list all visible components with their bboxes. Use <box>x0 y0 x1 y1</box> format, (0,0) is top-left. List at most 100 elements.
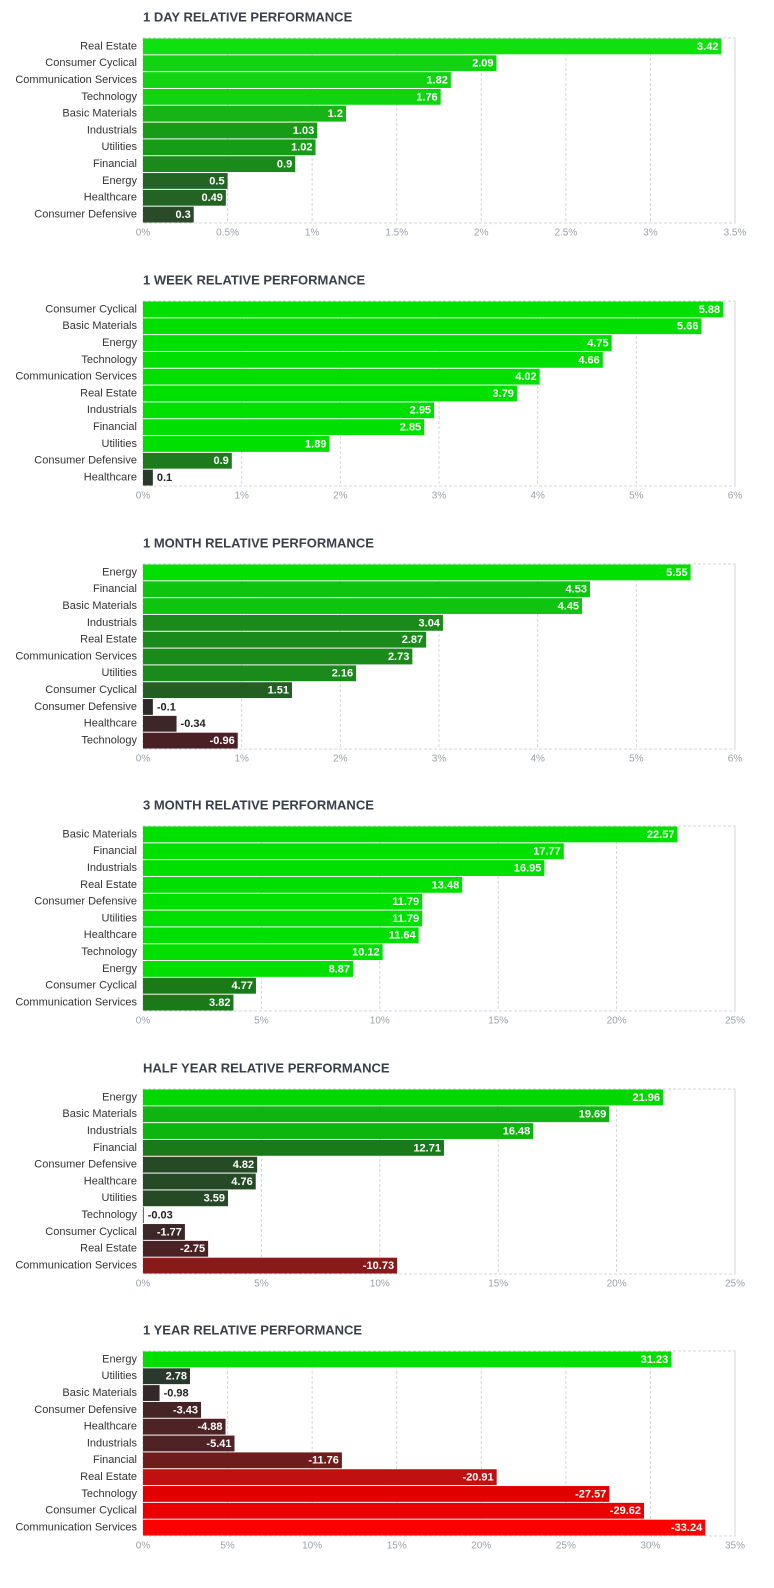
value-label: 11.79 <box>392 896 419 908</box>
x-tick-label: 0% <box>136 754 151 765</box>
category-label: Energy <box>102 175 137 187</box>
bar <box>143 351 603 368</box>
bar <box>143 189 226 206</box>
bar <box>143 682 292 699</box>
bar <box>143 1351 672 1368</box>
x-tick-label: 1% <box>234 754 249 765</box>
bar <box>143 843 564 860</box>
bar <box>143 1224 185 1240</box>
bar <box>143 452 232 469</box>
category-label: Energy <box>102 566 137 578</box>
value-label: 1.51 <box>268 685 289 697</box>
value-label: 2.87 <box>402 634 423 646</box>
x-tick-label: 2% <box>333 754 348 765</box>
bar <box>143 826 678 843</box>
category-label: Technology <box>81 946 137 958</box>
x-tick-label: 2% <box>333 491 348 502</box>
value-label: 8.87 <box>329 963 350 975</box>
bar <box>143 977 256 994</box>
bar <box>143 469 153 486</box>
category-label: Communication Services <box>15 1259 137 1271</box>
bar <box>143 1486 610 1502</box>
category-label: Financial <box>93 583 137 595</box>
x-tick-label: 6% <box>728 754 743 765</box>
category-label: Consumer Defensive <box>34 1404 137 1416</box>
category-label: Real Estate <box>80 387 137 399</box>
x-tick-label: 2.5% <box>554 228 577 239</box>
bar <box>143 1519 706 1536</box>
bar <box>143 55 497 72</box>
x-tick-label: 6% <box>728 491 743 502</box>
bar <box>143 1401 202 1418</box>
category-label: Consumer Cyclical <box>45 303 137 315</box>
category-label: Real Estate <box>80 1243 137 1255</box>
value-label: 1.76 <box>416 91 437 103</box>
x-tick-label: 3% <box>432 754 447 765</box>
category-label: Real Estate <box>80 40 137 52</box>
x-tick-label: 5% <box>629 491 644 502</box>
value-label: 3.79 <box>493 388 514 400</box>
value-label: 4.45 <box>558 600 579 612</box>
bar <box>143 860 545 876</box>
category-label: Financial <box>93 1454 137 1466</box>
value-label: -11.76 <box>308 1455 339 1467</box>
value-label: 3.82 <box>209 997 230 1009</box>
bar <box>143 1207 144 1224</box>
category-label: Consumer Defensive <box>34 896 137 908</box>
x-tick-label: 0.5% <box>216 228 239 239</box>
category-label: Financial <box>93 1142 137 1154</box>
category-label: Real Estate <box>80 1471 137 1483</box>
value-label: -0.96 <box>210 735 235 747</box>
bar <box>143 994 234 1011</box>
category-label: Consumer Cyclical <box>45 684 137 696</box>
bar <box>143 1257 398 1274</box>
value-label: 2.73 <box>388 651 409 663</box>
category-label: Basic Materials <box>62 600 137 612</box>
bar <box>143 1502 645 1519</box>
bar <box>143 335 612 351</box>
value-label: -0.34 <box>181 718 207 730</box>
value-label: -33.24 <box>671 1522 703 1534</box>
x-tick-label: 10% <box>370 1279 390 1290</box>
bar <box>143 1089 664 1106</box>
bar <box>143 38 722 55</box>
category-label: Healthcare <box>84 1421 137 1433</box>
category-label: Communication Services <box>15 74 137 86</box>
value-label: 12.71 <box>413 1142 441 1154</box>
value-label: 13.48 <box>432 879 460 891</box>
category-label: Consumer Defensive <box>34 455 137 467</box>
value-label: 0.5 <box>209 175 224 187</box>
category-label: Industrials <box>87 617 138 629</box>
x-tick-label: 5% <box>254 1016 269 1027</box>
category-label: Basic Materials <box>62 108 137 120</box>
x-tick-label: 2% <box>474 228 489 239</box>
bar <box>143 122 318 139</box>
category-label: Consumer Cyclical <box>45 1226 137 1238</box>
bar <box>143 732 238 749</box>
bar <box>143 944 383 961</box>
category-label: Industrials <box>87 1437 138 1449</box>
bar <box>143 385 517 402</box>
value-label: 2.85 <box>400 422 421 434</box>
value-label: 4.75 <box>587 337 608 349</box>
category-label: Basic Materials <box>62 1108 137 1120</box>
category-label: Real Estate <box>80 879 137 891</box>
category-label: Energy <box>102 1091 137 1103</box>
value-label: 1.02 <box>291 142 312 154</box>
x-tick-label: 20% <box>471 1541 491 1552</box>
bar <box>143 368 540 385</box>
bar <box>143 173 228 189</box>
value-label: 2.16 <box>332 668 353 680</box>
value-label: 0.49 <box>201 192 222 204</box>
value-label: 4.66 <box>578 354 599 366</box>
x-tick-label: 0% <box>136 1541 151 1552</box>
bar <box>143 1190 229 1207</box>
x-tick-label: 25% <box>725 1016 745 1027</box>
category-label: Technology <box>81 1209 137 1221</box>
category-label: Consumer Defensive <box>34 1159 137 1171</box>
value-label: 3.59 <box>204 1193 225 1205</box>
bar <box>143 665 357 682</box>
value-label: 19.69 <box>579 1109 607 1121</box>
